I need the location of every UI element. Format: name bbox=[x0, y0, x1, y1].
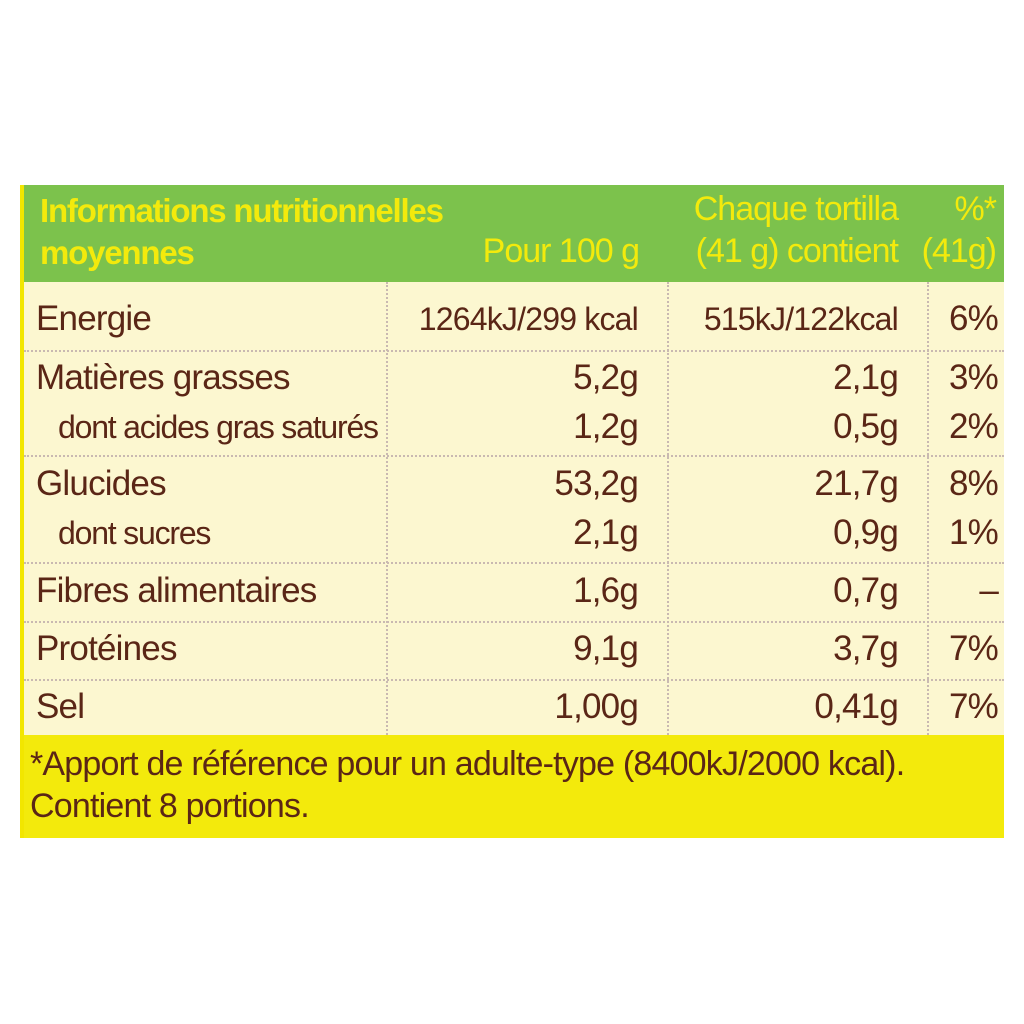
row-divider bbox=[24, 562, 1004, 564]
header-title-line2: moyennes bbox=[40, 234, 195, 271]
row-acides-gras-satures-portion: 0,5g bbox=[833, 407, 899, 446]
header-ri-line1: %* bbox=[954, 190, 997, 228]
row-energie-ri: 6% bbox=[949, 299, 999, 338]
nutrition-table: Informations nutritionnelles moyennes Po… bbox=[20, 185, 1004, 838]
row-sel-label: Sel bbox=[36, 687, 85, 726]
row-glucides-per100: 53,2g bbox=[554, 464, 638, 503]
column-divider bbox=[927, 282, 929, 735]
row-energie-per100: 1264kJ/299 kcal bbox=[418, 301, 639, 337]
header-portion-line2: (41 g) contient bbox=[695, 232, 899, 270]
row-glucides-label: Glucides bbox=[36, 464, 167, 503]
column-divider bbox=[667, 282, 669, 735]
row-fibres-portion: 0,7g bbox=[833, 571, 899, 610]
row-matieres-grasses-portion: 2,1g bbox=[833, 358, 899, 397]
row-proteines-label: Protéines bbox=[36, 629, 177, 668]
row-sel-portion: 0,41g bbox=[814, 687, 898, 726]
row-glucides-portion: 21,7g bbox=[814, 464, 898, 503]
row-divider bbox=[24, 455, 1004, 457]
row-fibres-label: Fibres alimentaires bbox=[36, 571, 317, 610]
table-header: Informations nutritionnelles moyennes Po… bbox=[24, 185, 1004, 282]
header-per100: Pour 100 g bbox=[482, 232, 640, 270]
row-divider bbox=[24, 621, 1004, 623]
row-acides-gras-satures-ri: 2% bbox=[949, 407, 999, 446]
row-sucres-per100: 2,1g bbox=[573, 513, 639, 552]
row-acides-gras-satures-label: dont acides gras saturés bbox=[58, 409, 379, 445]
row-fibres-ri: – bbox=[979, 571, 998, 610]
row-energie-label: Energie bbox=[36, 299, 152, 338]
row-fibres-per100: 1,6g bbox=[573, 571, 639, 610]
row-proteines-portion: 3,7g bbox=[833, 629, 899, 668]
row-sucres-ri: 1% bbox=[949, 513, 999, 552]
row-divider bbox=[24, 350, 1004, 352]
header-title-line1: Informations nutritionnelles bbox=[40, 192, 444, 229]
row-sel-per100: 1,00g bbox=[554, 687, 638, 726]
row-sucres-portion: 0,9g bbox=[833, 513, 899, 552]
footer-portions-note: Contient 8 portions. bbox=[30, 787, 310, 825]
row-matieres-grasses-per100: 5,2g bbox=[573, 358, 639, 397]
row-matieres-grasses-ri: 3% bbox=[949, 358, 999, 397]
column-divider bbox=[386, 282, 388, 735]
header-portion-line1: Chaque tortilla bbox=[693, 190, 899, 228]
header-ri-line2: (41g) bbox=[921, 232, 997, 270]
row-sucres-label: dont sucres bbox=[58, 515, 211, 551]
row-proteines-ri: 7% bbox=[949, 629, 999, 668]
row-proteines-per100: 9,1g bbox=[573, 629, 639, 668]
footer-reference-note: *Apport de référence pour un adulte-type… bbox=[30, 745, 905, 783]
row-glucides-ri: 8% bbox=[949, 464, 999, 503]
row-divider bbox=[24, 679, 1004, 681]
row-acides-gras-satures-per100: 1,2g bbox=[573, 407, 639, 446]
row-matieres-grasses-label: Matières grasses bbox=[36, 358, 290, 397]
row-energie-portion: 515kJ/122kcal bbox=[703, 301, 899, 337]
table-footer: *Apport de référence pour un adulte-type… bbox=[24, 735, 1004, 838]
row-sel-ri: 7% bbox=[949, 687, 999, 726]
